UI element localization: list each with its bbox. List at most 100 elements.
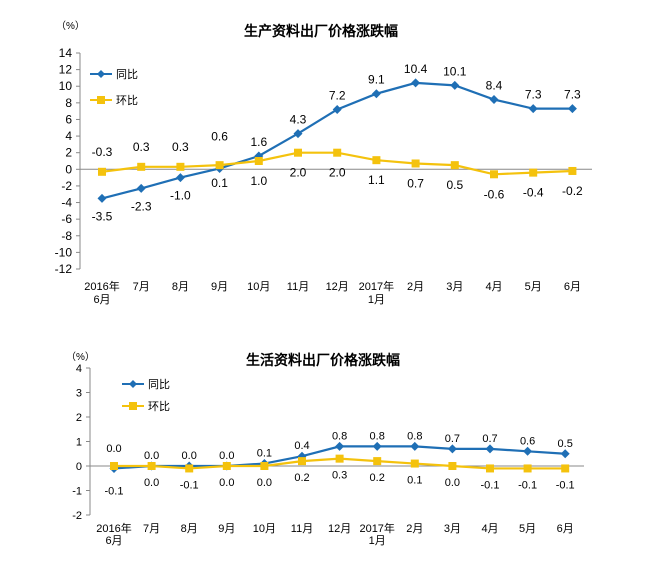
data-label: 8.4 bbox=[486, 79, 503, 93]
y-tick-label: -4 bbox=[61, 196, 72, 210]
x-tick-label: 4月 bbox=[481, 523, 498, 535]
data-label: 0.1 bbox=[211, 176, 228, 190]
data-point bbox=[410, 459, 419, 468]
x-tick-label: 2月 bbox=[406, 523, 423, 535]
x-tick-label: 9月 bbox=[218, 523, 235, 535]
y-tick-label: 12 bbox=[59, 63, 73, 77]
data-point bbox=[372, 441, 382, 451]
x-tick-label: 2月 bbox=[407, 281, 424, 293]
legend-marker bbox=[97, 70, 105, 78]
x-tick-label: 1月 bbox=[368, 294, 385, 306]
data-label: 0.2 bbox=[370, 472, 385, 484]
x-tick-label: 8月 bbox=[172, 281, 189, 293]
legend-label: 环比 bbox=[148, 400, 170, 413]
legend-marker bbox=[129, 380, 137, 388]
data-label: 0.0 bbox=[144, 450, 159, 462]
legend-marker bbox=[129, 402, 137, 410]
data-label: 2.0 bbox=[329, 166, 346, 180]
data-point bbox=[371, 89, 381, 99]
data-label: 0.6 bbox=[520, 435, 535, 447]
y-tick-label: -1 bbox=[72, 486, 82, 498]
data-point bbox=[332, 104, 342, 114]
data-label: 0.4 bbox=[294, 440, 309, 452]
data-point bbox=[568, 166, 577, 175]
data-point bbox=[260, 462, 269, 470]
x-tick-label: 6月 bbox=[105, 535, 122, 547]
y-tick-label: 2 bbox=[65, 146, 72, 160]
data-label: 10.4 bbox=[404, 62, 428, 76]
x-tick-label: 12月 bbox=[328, 523, 351, 535]
data-label: 0.2 bbox=[294, 472, 309, 484]
data-point bbox=[410, 441, 420, 451]
data-label: -0.1 bbox=[556, 479, 575, 491]
data-point bbox=[567, 104, 577, 114]
x-tick-label: 4月 bbox=[485, 281, 502, 293]
data-label: -0.2 bbox=[562, 184, 583, 198]
data-point bbox=[529, 168, 538, 177]
data-point bbox=[489, 95, 499, 105]
data-point bbox=[448, 462, 457, 470]
chart-title: 生产资料出厂价格涨跌幅 bbox=[244, 23, 398, 39]
data-label: 0.8 bbox=[332, 430, 347, 442]
data-label: -0.1 bbox=[105, 485, 124, 497]
x-tick-label: 3月 bbox=[446, 281, 463, 293]
data-label: 0.0 bbox=[219, 450, 234, 462]
data-point bbox=[297, 451, 307, 461]
legend-label: 环比 bbox=[116, 94, 138, 107]
y-tick-label: -2 bbox=[61, 179, 72, 193]
y-tick-label: 4 bbox=[76, 363, 82, 375]
x-tick-label: 6月 bbox=[564, 281, 581, 293]
x-tick-label: 10月 bbox=[253, 523, 276, 535]
data-label: 7.3 bbox=[564, 88, 581, 102]
y-tick-label: -2 bbox=[72, 510, 82, 522]
x-tick-label: 6月 bbox=[93, 294, 110, 306]
data-label: -0.4 bbox=[523, 186, 544, 200]
data-point bbox=[175, 173, 185, 183]
data-point bbox=[411, 159, 420, 168]
data-label: 9.1 bbox=[368, 73, 385, 87]
data-point bbox=[490, 170, 498, 179]
data-point bbox=[137, 162, 146, 171]
data-point bbox=[528, 104, 538, 114]
data-label: 0.6 bbox=[211, 129, 228, 143]
data-label: 0.8 bbox=[370, 430, 385, 442]
data-label: 1.6 bbox=[250, 135, 267, 149]
data-point bbox=[147, 462, 156, 470]
data-point bbox=[485, 444, 495, 454]
data-label: -3.5 bbox=[92, 209, 113, 223]
data-point bbox=[450, 80, 460, 90]
y-tick-label: 1 bbox=[76, 437, 82, 449]
data-point bbox=[335, 441, 345, 451]
data-point bbox=[373, 457, 382, 466]
x-tick-label: 9月 bbox=[211, 281, 228, 293]
data-label: 2.0 bbox=[290, 166, 307, 180]
data-point bbox=[560, 449, 570, 459]
x-tick-label: 7月 bbox=[143, 523, 160, 535]
x-tick-label: 2016年 bbox=[96, 521, 131, 535]
data-label: 0.8 bbox=[407, 430, 422, 442]
y-unit-label: （%） bbox=[66, 352, 95, 363]
x-tick-label: 10月 bbox=[247, 281, 270, 293]
data-label: -0.1 bbox=[518, 479, 537, 491]
data-label: -2.3 bbox=[131, 199, 152, 213]
x-tick-label: 11月 bbox=[287, 281, 309, 293]
x-tick-label: 6月 bbox=[557, 523, 574, 535]
y-tick-label: -12 bbox=[55, 262, 73, 276]
legend-marker bbox=[97, 96, 105, 104]
data-label: -0.1 bbox=[180, 479, 199, 491]
x-tick-label: 2017年 bbox=[359, 279, 394, 293]
data-label: -0.1 bbox=[481, 479, 500, 491]
data-label: 0.0 bbox=[219, 477, 234, 489]
y-tick-label: 4 bbox=[65, 129, 72, 143]
x-tick-label: 11月 bbox=[291, 523, 313, 535]
data-label: 0.1 bbox=[407, 475, 422, 487]
x-tick-label: 8月 bbox=[181, 523, 198, 535]
data-point bbox=[523, 446, 533, 456]
data-point bbox=[176, 162, 185, 171]
data-point bbox=[450, 161, 459, 170]
x-tick-label: 5月 bbox=[525, 281, 542, 293]
data-label: 7.2 bbox=[329, 88, 346, 102]
x-tick-label: 1月 bbox=[369, 535, 386, 547]
data-point bbox=[486, 464, 494, 473]
